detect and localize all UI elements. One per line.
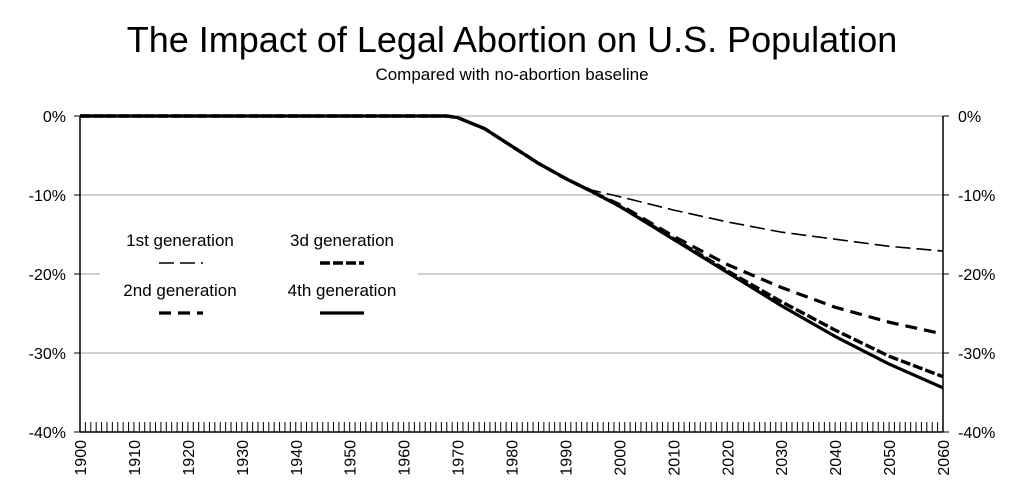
y-tick-label-left: -30% <box>29 346 66 363</box>
y-tick-label-left: -10% <box>29 188 66 205</box>
x-tick-label: 2040 <box>828 440 845 476</box>
legend-label: 2nd generation <box>123 281 236 300</box>
x-tick-label: 2030 <box>774 440 791 476</box>
x-tick-label: 1980 <box>505 440 522 476</box>
x-tick-label: 1990 <box>558 440 575 476</box>
x-tick-label: 2020 <box>720 440 737 476</box>
axis-layer: 0% 0% -10% -10% -20% -20% -30% -30% -40% -40% 1900… <box>29 109 996 476</box>
y-tick-label-left: -40% <box>29 425 66 442</box>
y-tick-label-left: -20% <box>29 267 66 284</box>
x-tick-label: 1920 <box>181 440 198 476</box>
legend-label: 3d generation <box>290 231 394 250</box>
x-tick-label: 2000 <box>612 440 629 476</box>
x-tick-label: 2010 <box>666 440 683 476</box>
y-tick-label-right: 0% <box>958 109 981 126</box>
x-tick-label: 1910 <box>127 440 144 476</box>
x-tick-label: 1940 <box>289 440 306 476</box>
y-tick-label-left: 0% <box>43 109 66 126</box>
y-tick-label-right: -40% <box>958 425 995 442</box>
x-tick-label: 1960 <box>397 440 414 476</box>
x-tick-label: 2060 <box>936 440 953 476</box>
y-tick-label-right: -20% <box>958 267 995 284</box>
legend-label: 1st generation <box>126 231 234 250</box>
x-tick-label: 1900 <box>73 440 90 476</box>
y-tick-label-right: -30% <box>958 346 995 363</box>
legend-label: 4th generation <box>288 281 397 300</box>
series-4th-generation <box>80 114 944 390</box>
x-tick-label: 2050 <box>882 440 899 476</box>
chart-subtitle: Compared with no-abortion baseline <box>375 65 649 84</box>
legend-background <box>100 225 418 327</box>
y-tick-label-right: -10% <box>958 188 995 205</box>
x-tick-label: 1930 <box>235 440 252 476</box>
series-layer <box>80 114 944 390</box>
legend: 1st generation 2nd generation 3d generatio… <box>100 225 418 327</box>
chart-title: The Impact of Legal Abortion on U.S. Pop… <box>126 19 898 60</box>
x-tick-label: 1970 <box>451 440 468 476</box>
x-tick-label: 1950 <box>343 440 360 476</box>
